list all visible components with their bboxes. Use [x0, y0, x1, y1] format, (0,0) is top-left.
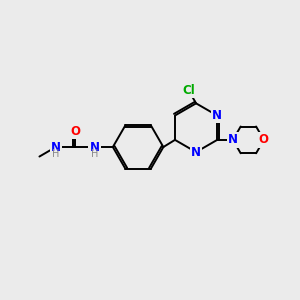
- Text: O: O: [259, 134, 269, 146]
- Text: N: N: [212, 109, 222, 122]
- Text: N: N: [89, 140, 99, 154]
- Text: N: N: [51, 140, 61, 154]
- Text: H: H: [91, 149, 98, 160]
- Text: O: O: [70, 125, 80, 138]
- Text: N: N: [191, 146, 201, 159]
- Text: H: H: [52, 149, 59, 160]
- Text: Cl: Cl: [182, 84, 195, 97]
- Text: N: N: [228, 134, 238, 146]
